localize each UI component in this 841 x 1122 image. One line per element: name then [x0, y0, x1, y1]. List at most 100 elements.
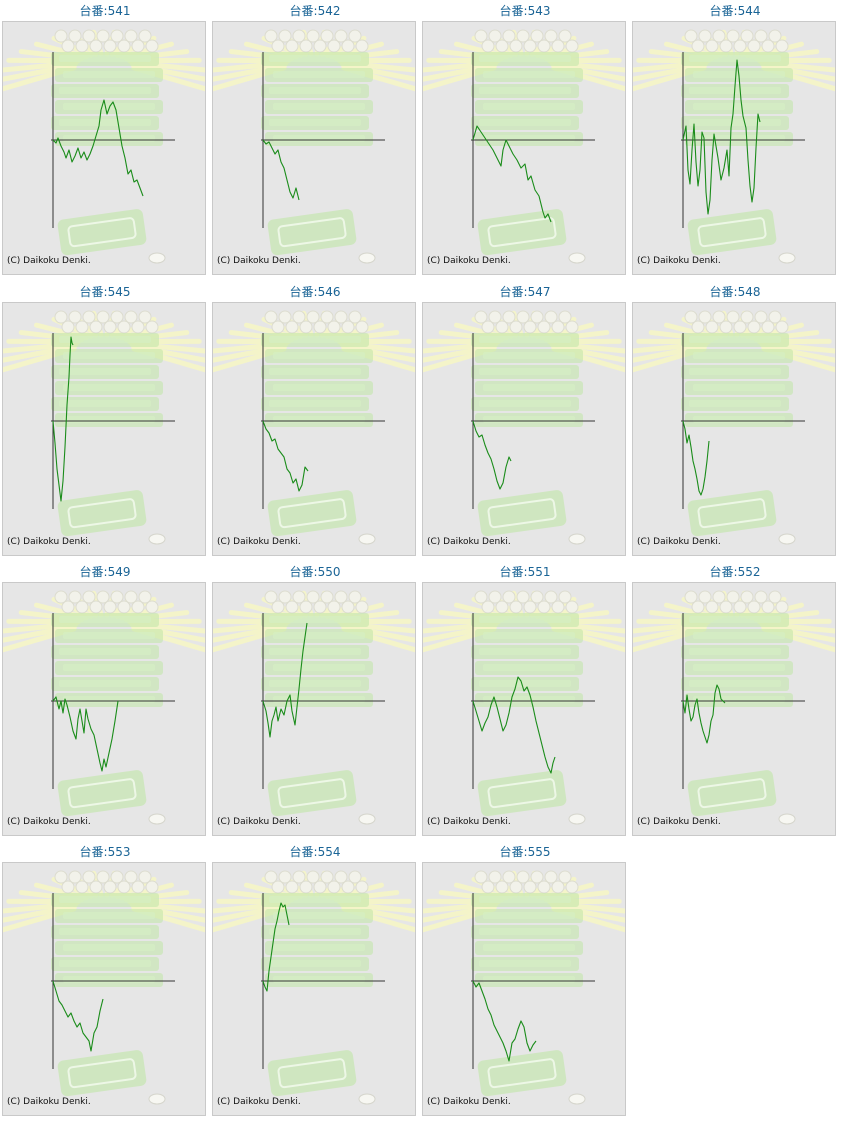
- machine-number-link[interactable]: 台番:552: [630, 564, 840, 580]
- slump-graph[interactable]: (C) Daikoku Denki.: [212, 21, 416, 275]
- slump-graph[interactable]: (C) Daikoku Denki.: [2, 302, 206, 556]
- copyright-text: (C) Daikoku Denki.: [7, 817, 91, 827]
- slump-line: [682, 59, 761, 215]
- machine-number-link[interactable]: 台番:550: [210, 564, 420, 580]
- slump-graph[interactable]: (C) Daikoku Denki.: [632, 582, 836, 836]
- machine-number-link[interactable]: 台番:545: [0, 284, 210, 300]
- copyright-text: (C) Daikoku Denki.: [217, 817, 301, 827]
- slump-line: [52, 980, 104, 1052]
- slump-graph[interactable]: (C) Daikoku Denki.: [422, 21, 626, 275]
- machine-number-link[interactable]: 台番:542: [210, 3, 420, 19]
- slump-graph[interactable]: (C) Daikoku Denki.: [632, 302, 836, 556]
- background-artwork: [423, 310, 625, 545]
- graph-canvas: [423, 29, 625, 264]
- graph-card: 台番:549 (C) Daikoku Denki.: [0, 561, 210, 839]
- machine-number-link[interactable]: 台番:544: [630, 3, 840, 19]
- slump-graph[interactable]: (C) Daikoku Denki.: [212, 862, 416, 1116]
- graph-canvas: [423, 310, 625, 545]
- background-artwork: [3, 590, 205, 825]
- machine-number-value: 542: [317, 4, 341, 18]
- machine-number-value: 551: [527, 565, 551, 579]
- graph-canvas: [3, 310, 205, 545]
- machine-number-label: 台番:: [289, 4, 318, 18]
- machine-number-label: 台番:: [79, 845, 108, 859]
- graph-canvas: [3, 29, 205, 264]
- slump-graph[interactable]: (C) Daikoku Denki.: [422, 582, 626, 836]
- slump-graph[interactable]: (C) Daikoku Denki.: [212, 582, 416, 836]
- machine-number-value: 544: [737, 4, 761, 18]
- machine-number-label: 台番:: [289, 845, 318, 859]
- slump-line: [52, 696, 119, 772]
- graph-card: 台番:543 (C) Daikoku Denki.: [420, 0, 630, 278]
- slump-graph[interactable]: (C) Daikoku Denki.: [632, 21, 836, 275]
- background-artwork: [3, 29, 205, 264]
- machine-number-link[interactable]: 台番:543: [420, 3, 630, 19]
- slump-line: [262, 139, 300, 201]
- machine-number-label: 台番:: [499, 845, 528, 859]
- slump-graph[interactable]: (C) Daikoku Denki.: [2, 862, 206, 1116]
- copyright-text: (C) Daikoku Denki.: [427, 1097, 511, 1107]
- background-artwork: [213, 590, 415, 825]
- slump-graph[interactable]: (C) Daikoku Denki.: [2, 21, 206, 275]
- slump-line: [262, 902, 290, 992]
- graph-canvas: [3, 870, 205, 1105]
- background-artwork: [213, 310, 415, 545]
- graph-canvas: [213, 870, 415, 1105]
- copyright-text: (C) Daikoku Denki.: [637, 537, 721, 547]
- machine-number-link[interactable]: 台番:555: [420, 844, 630, 860]
- machine-number-label: 台番:: [79, 565, 108, 579]
- machine-number-value: 549: [107, 565, 131, 579]
- graph-canvas: [633, 590, 835, 825]
- graph-card: 台番:552 (C) Daikoku Denki.: [630, 561, 840, 839]
- slump-graph[interactable]: (C) Daikoku Denki.: [2, 582, 206, 836]
- graph-canvas: [213, 310, 415, 545]
- graph-card: 台番:555 (C) Daikoku Denki.: [420, 841, 630, 1119]
- slump-line: [472, 125, 552, 223]
- machine-number-value: 547: [527, 285, 551, 299]
- machine-number-label: 台番:: [709, 285, 738, 299]
- machine-number-link[interactable]: 台番:551: [420, 564, 630, 580]
- background-artwork: [213, 870, 415, 1105]
- machine-number-value: 552: [737, 565, 761, 579]
- slump-graph[interactable]: (C) Daikoku Denki.: [422, 302, 626, 556]
- machine-number-link[interactable]: 台番:549: [0, 564, 210, 580]
- machine-number-link[interactable]: 台番:541: [0, 3, 210, 19]
- slump-line: [472, 676, 556, 774]
- copyright-text: (C) Daikoku Denki.: [637, 256, 721, 266]
- machine-number-value: 554: [317, 845, 341, 859]
- graph-card: 台番:545 (C) Daikoku Denki.: [0, 281, 210, 559]
- machine-number-value: 555: [527, 845, 551, 859]
- copyright-text: (C) Daikoku Denki.: [217, 537, 301, 547]
- copyright-text: (C) Daikoku Denki.: [7, 256, 91, 266]
- background-artwork: [633, 310, 835, 545]
- slump-line: [52, 99, 144, 197]
- slump-graph[interactable]: (C) Daikoku Denki.: [212, 302, 416, 556]
- graph-canvas: [423, 870, 625, 1105]
- graph-card: 台番:554 (C) Daikoku Denki.: [210, 841, 420, 1119]
- copyright-text: (C) Daikoku Denki.: [217, 256, 301, 266]
- graph-card: 台番:550 (C) Daikoku Denki.: [210, 561, 420, 839]
- background-artwork: [423, 590, 625, 825]
- graph-card: 台番:547 (C) Daikoku Denki.: [420, 281, 630, 559]
- machine-number-value: 541: [107, 4, 131, 18]
- graph-card: 台番:551 (C) Daikoku Denki.: [420, 561, 630, 839]
- graph-card: 台番:546 (C) Daikoku Denki.: [210, 281, 420, 559]
- machine-number-value: 550: [317, 565, 341, 579]
- machine-number-label: 台番:: [289, 285, 318, 299]
- background-artwork: [633, 590, 835, 825]
- machine-number-link[interactable]: 台番:546: [210, 284, 420, 300]
- machine-number-link[interactable]: 台番:548: [630, 284, 840, 300]
- graph-card: 台番:544 (C) Daikoku Denki.: [630, 0, 840, 278]
- slump-graph[interactable]: (C) Daikoku Denki.: [422, 862, 626, 1116]
- slump-line: [682, 420, 710, 496]
- graph-canvas: [633, 310, 835, 545]
- graph-card: 台番:542 (C) Daikoku Denki.: [210, 0, 420, 278]
- machine-number-label: 台番:: [289, 565, 318, 579]
- machine-number-value: 553: [107, 845, 131, 859]
- machine-number-link[interactable]: 台番:547: [420, 284, 630, 300]
- slump-line: [472, 980, 537, 1062]
- machine-number-value: 546: [317, 285, 341, 299]
- machine-number-link[interactable]: 台番:553: [0, 844, 210, 860]
- machine-number-link[interactable]: 台番:554: [210, 844, 420, 860]
